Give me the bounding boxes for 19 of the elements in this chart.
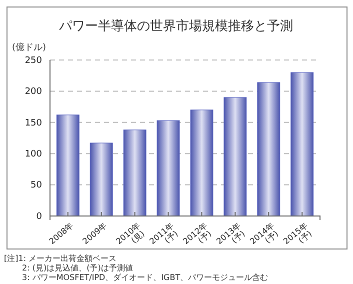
bar: [90, 142, 113, 216]
bar: [290, 72, 314, 216]
y-tick-label: 0: [36, 212, 42, 222]
text: [注]1: メーカー出荷金額ベース: [4, 254, 117, 263]
bar: [123, 130, 146, 216]
bar: [257, 82, 280, 216]
bar: [224, 97, 247, 216]
bar: [56, 114, 80, 216]
bar: [190, 110, 214, 216]
y-tick-label: 150: [24, 118, 42, 128]
bar: [156, 120, 180, 216]
y-tick-label: 250: [24, 56, 42, 66]
text: 2: (見)は見込値、(予)は予測値: [22, 264, 133, 272]
text: 3: パワーMOSFET/IPD、ダイオード、IGBT、パワーモジュール含む: [22, 273, 268, 282]
y-tick-label: 100: [24, 149, 42, 160]
y-tick-label: 50: [30, 180, 42, 191]
y-axis-title: (億ドル): [12, 42, 46, 53]
chart-title: パワー半導体の世界市場規模推移と予測: [58, 19, 293, 34]
y-tick-label: 200: [24, 87, 42, 98]
